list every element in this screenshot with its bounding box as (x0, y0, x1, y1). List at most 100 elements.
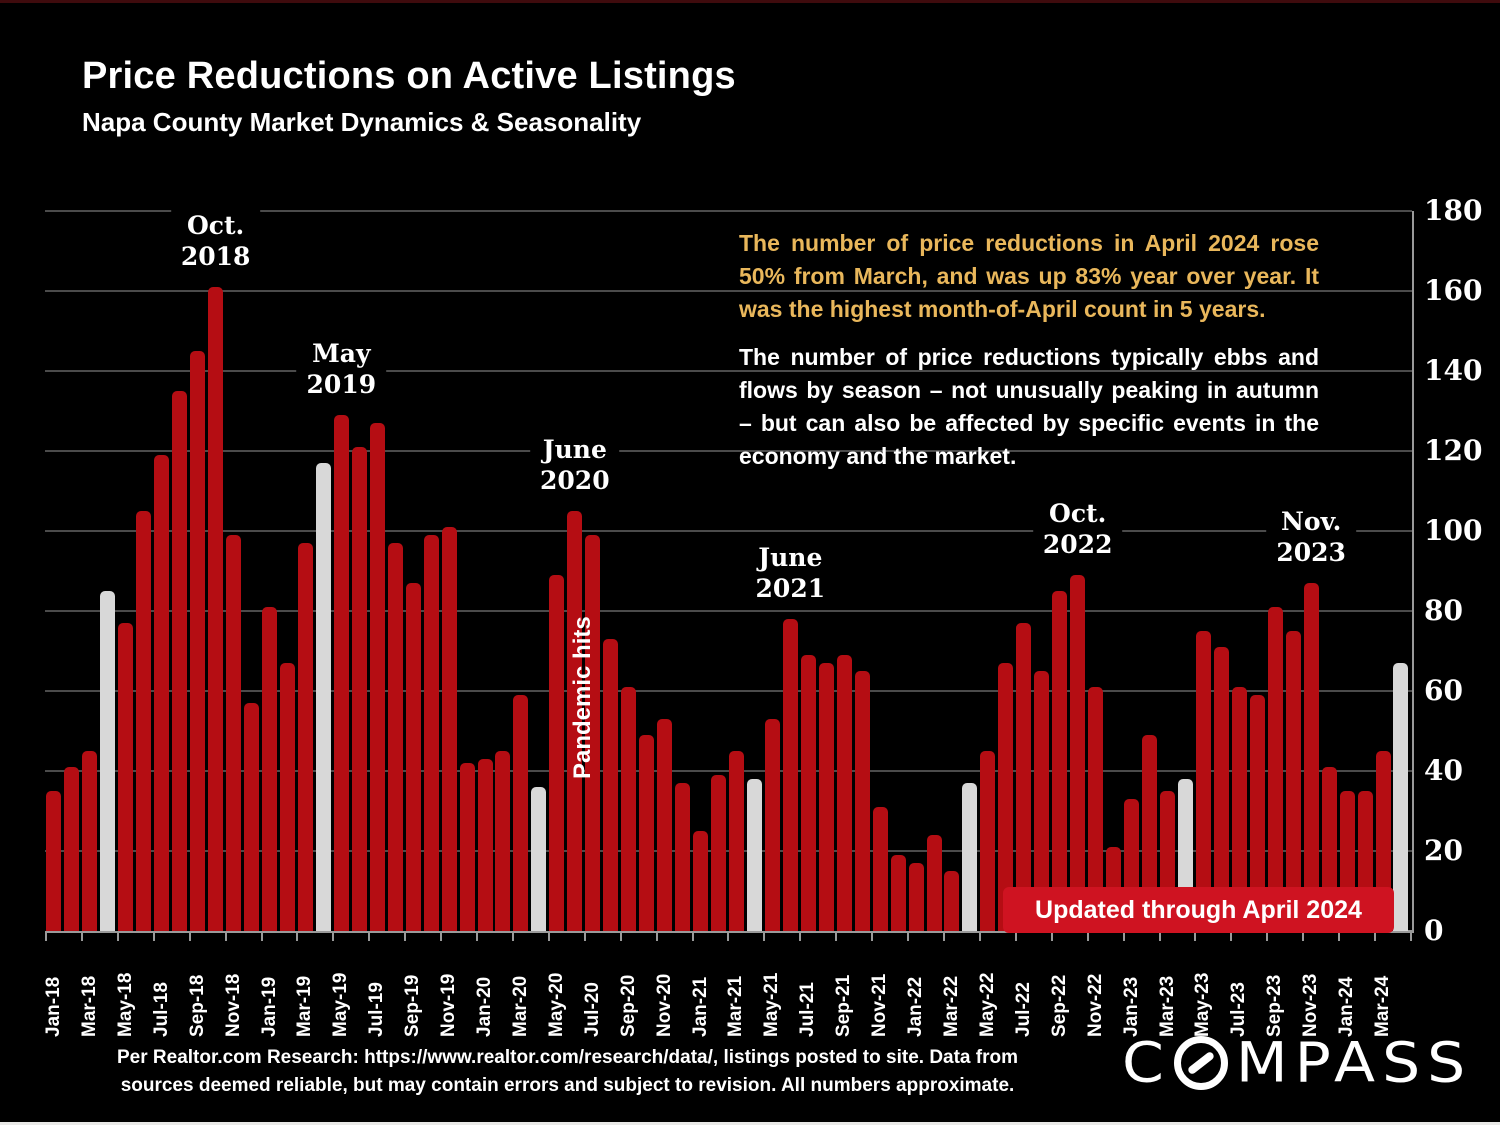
bar-Jun-20 (567, 511, 583, 931)
x-axis-tick (763, 932, 766, 941)
bar-Sep-19 (405, 583, 421, 931)
x-axis-tick (1302, 932, 1305, 941)
y-axis-label: 60 (1424, 674, 1463, 707)
x-axis-tick (188, 932, 191, 941)
x-axis-label: Nov-22 (1084, 973, 1106, 1037)
compass-needle-icon (1173, 1036, 1228, 1090)
peak-label: June 2020 (530, 432, 620, 498)
body-annotation: The number of price reductions typically… (739, 344, 1319, 469)
bar-Nov-23 (1303, 583, 1319, 931)
x-axis-label: Mar-24 (1372, 975, 1394, 1037)
gridline (45, 290, 1412, 292)
x-axis-tick (368, 932, 371, 941)
x-axis-label: Mar-23 (1156, 975, 1178, 1037)
x-axis-tick (260, 932, 263, 941)
bar-Sep-21 (836, 655, 852, 931)
bar-Jun-22 (998, 663, 1014, 931)
x-axis-tick (1409, 932, 1412, 941)
bar-Aug-19 (387, 543, 403, 931)
bar-Feb-19 (279, 663, 295, 931)
x-axis-tick (1086, 932, 1089, 941)
bar-Feb-20 (495, 751, 511, 931)
bar-Jun-19 (351, 447, 367, 931)
x-axis-tick (224, 932, 227, 941)
x-axis-label: May-18 (114, 972, 136, 1037)
x-axis-label: May-21 (761, 972, 783, 1037)
bar-May-21 (764, 719, 780, 931)
x-axis-tick (727, 932, 730, 941)
x-axis-label: Mar-22 (940, 975, 962, 1037)
highlight-annotation: The number of price reductions in April … (739, 230, 1319, 322)
bar-Nov-20 (657, 719, 673, 931)
bar-Jun-21 (782, 619, 798, 931)
compass-logo-letter: C (1122, 1030, 1171, 1096)
x-axis-label: Sep-19 (402, 974, 424, 1037)
x-axis-tick (1230, 932, 1233, 941)
x-axis-tick (943, 932, 945, 941)
bar-Oct-22 (1070, 575, 1086, 931)
x-axis-tick (1122, 932, 1125, 941)
x-axis-label: Jul-22 (1012, 982, 1034, 1037)
x-axis-label: May-19 (330, 972, 352, 1037)
x-axis-tick (655, 932, 658, 941)
x-axis-tick (1014, 932, 1017, 941)
bar-Sep-22 (1052, 591, 1068, 931)
x-axis-tick (440, 932, 443, 941)
x-axis-tick (547, 932, 550, 941)
x-axis-label: Jan-20 (474, 976, 496, 1037)
x-axis-tick (978, 932, 981, 941)
x-axis-tick (511, 932, 514, 941)
bar-Sep-20 (621, 687, 637, 931)
x-axis-label: Mar-19 (294, 975, 316, 1037)
gridline (45, 770, 1412, 772)
x-axis-label: Sep-18 (186, 974, 208, 1037)
x-axis-label: Jan-18 (42, 976, 64, 1037)
x-axis-tick (1374, 932, 1377, 941)
bar-May-20 (549, 575, 565, 931)
bar-Nov-22 (1088, 687, 1104, 931)
bar-Jun-23 (1213, 647, 1229, 931)
x-axis-tick (45, 932, 47, 941)
page-title: Price Reductions on Active Listings (82, 55, 736, 97)
bar-Jul-19 (369, 423, 385, 931)
y-axis-label: 140 (1424, 354, 1483, 387)
bar-Mar-19 (297, 543, 313, 931)
bar-Jul-22 (1016, 623, 1032, 931)
bar-Oct-20 (639, 735, 655, 931)
bar-Dec-21 (890, 855, 906, 931)
x-axis-label: Mar-21 (725, 975, 747, 1037)
y-axis-label: 100 (1424, 514, 1483, 547)
bar-Apr-20 (531, 787, 547, 931)
y-axis-line (1412, 211, 1414, 933)
x-axis-tick (907, 932, 910, 941)
x-axis-label: Jan-21 (689, 976, 711, 1037)
footer-line-2: sources deemed reliable, but may contain… (120, 1075, 1015, 1096)
x-axis-tick (80, 932, 83, 941)
bar-Mar-21 (728, 751, 744, 931)
x-axis-label: May-22 (976, 972, 998, 1037)
bar-Sep-23 (1267, 607, 1283, 931)
bar-Oct-23 (1285, 631, 1301, 931)
bar-Dec-18 (244, 703, 260, 931)
x-axis-tick (799, 932, 802, 941)
bar-Aug-20 (603, 639, 619, 931)
x-axis-tick (871, 932, 874, 941)
x-axis-label: Jan-19 (258, 976, 280, 1037)
gridline (45, 370, 1412, 372)
y-axis-label: 180 (1424, 194, 1483, 227)
gridline (45, 210, 1412, 212)
bar-Dec-19 (459, 763, 475, 931)
bar-Jul-18 (154, 455, 170, 931)
bar-Mar-22 (944, 871, 960, 931)
x-axis-label: Jul-23 (1228, 982, 1250, 1037)
y-axis-label: 160 (1424, 274, 1483, 307)
bar-Oct-21 (854, 671, 870, 931)
gridline (45, 450, 1412, 452)
peak-label: Oct. 2018 (170, 208, 261, 274)
bar-Oct-19 (423, 535, 439, 931)
bar-Aug-21 (818, 663, 834, 931)
bar-Oct-18 (208, 287, 224, 931)
bar-Apr-19 (315, 463, 331, 931)
compass-logo-letters: MPASS (1235, 1030, 1473, 1096)
